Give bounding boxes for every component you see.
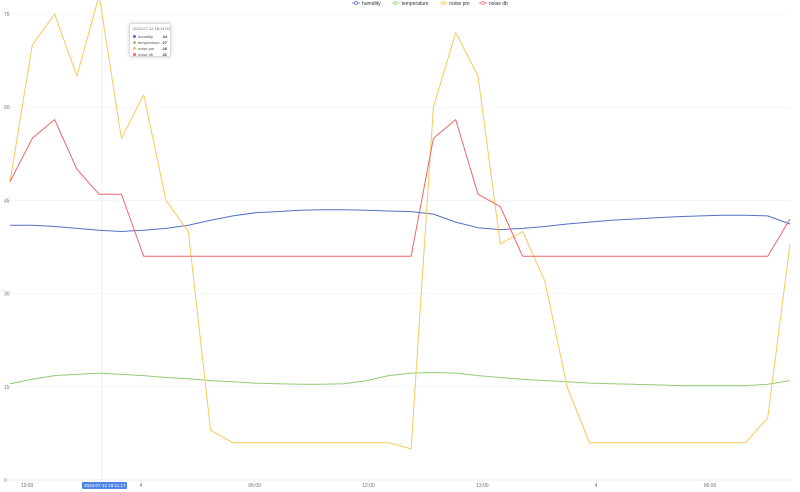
- legend-label: noise pm: [449, 1, 469, 7]
- x-tick-label: 12:00: [362, 483, 375, 489]
- noise-pm-dot-icon: [133, 46, 136, 50]
- x-tick-label: 4: [139, 483, 142, 489]
- y-tick-label: 60: [4, 105, 10, 111]
- chart-tooltip: 2023-07-12 18:11:00 humidity 44 temperat…: [129, 23, 171, 57]
- tooltip-row-noise-pm: noise pm 26: [133, 45, 167, 51]
- legend-item[interactable]: noise db: [478, 1, 508, 7]
- legend-marker-icon: [481, 1, 485, 5]
- tooltip-series-name: humidity: [138, 33, 153, 39]
- series-line-humidity: [10, 209, 791, 232]
- legend-item[interactable]: temperature: [391, 1, 429, 7]
- tooltip-series-name: temperature: [138, 39, 160, 45]
- chart-legend[interactable]: humidity temperature noise pm noise db: [352, 1, 508, 7]
- temperature-dot-icon: [133, 40, 136, 44]
- legend-marker-icon: [441, 1, 446, 5]
- x-axis: 12:00 4 06:00 12:00 13:00 4 06:00: [21, 480, 717, 489]
- x-tick-label: 13:00: [476, 483, 489, 489]
- tooltip-series-value: 44: [162, 33, 167, 39]
- x-tick-label: 06:00: [248, 483, 261, 489]
- tooltip-row-temperature: temperature 27: [133, 39, 167, 45]
- legend-marker-icon: [393, 1, 398, 5]
- noise-db-dot-icon: [133, 52, 136, 56]
- x-tick-label: 06:00: [704, 483, 717, 489]
- legend-label: humidity: [362, 1, 381, 7]
- axis-pointer-label: 2023-07-12 18:11:17: [82, 482, 128, 489]
- humidity-dot-icon: [133, 34, 136, 38]
- series-line-noise-db: [9, 119, 791, 257]
- tooltip-series-name: noise db: [138, 51, 154, 57]
- legend-label: temperature: [402, 1, 429, 7]
- legend-label: noise db: [489, 1, 508, 7]
- y-tick-label: 75: [4, 12, 10, 18]
- legend-marker-icon: [354, 1, 358, 5]
- x-tick-label: 12:00: [21, 483, 34, 489]
- y-tick-label: 15: [4, 385, 10, 391]
- y-grid-lines: [10, 13, 790, 481]
- y-tick-label: 30: [4, 292, 10, 298]
- tooltip-title: 2023-07-12 18:11:00: [133, 26, 170, 31]
- y-tick-label: 45: [4, 198, 10, 204]
- tooltip-row-noise-db: noise db 41: [133, 51, 167, 57]
- x-tick-label: 4: [595, 483, 598, 489]
- legend-item[interactable]: humidity: [352, 1, 381, 7]
- series-line-temperature: [9, 372, 791, 387]
- y-tick-label: 0: [4, 478, 7, 484]
- tooltip-series-value: 41: [162, 51, 167, 57]
- tooltip-series-value: 27: [162, 39, 167, 45]
- tooltip-series-value: 26: [162, 45, 167, 51]
- series-line-noise-pm: [9, 0, 791, 450]
- y-axis: 75 60 45 30 15 0: [4, 12, 10, 484]
- tooltip-row-humidity: humidity 44: [133, 33, 167, 39]
- series-group: [9, 0, 791, 450]
- tooltip-series-name: noise pm: [138, 45, 155, 51]
- legend-item[interactable]: noise pm: [439, 1, 470, 7]
